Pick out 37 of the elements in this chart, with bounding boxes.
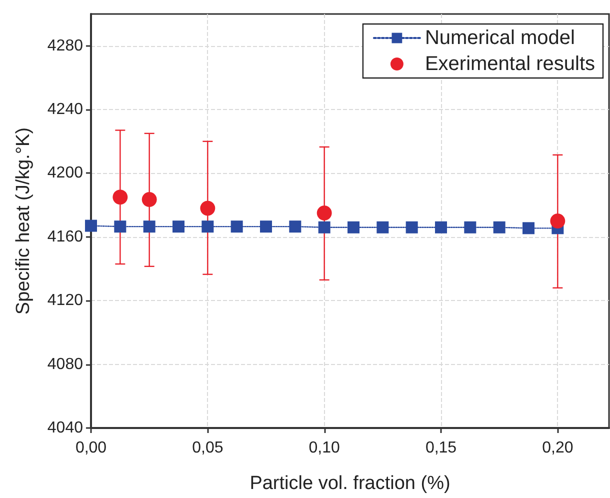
point [318, 221, 330, 234]
y-tick-label: 4160 [47, 228, 84, 246]
point [260, 220, 272, 233]
point [289, 220, 302, 233]
point [142, 192, 157, 207]
y-axis-title: Specific heat (J/kg.°K) [13, 127, 34, 315]
x-tick-label: 0,10 [308, 440, 340, 456]
point [376, 221, 389, 234]
point [200, 200, 216, 216]
y-tick-label: 4080 [47, 356, 84, 373]
point [435, 221, 447, 234]
x-tick-label: 0,20 [542, 440, 574, 456]
point [230, 220, 243, 233]
point [172, 220, 184, 233]
point [85, 220, 97, 232]
point [112, 190, 128, 205]
point [493, 221, 506, 234]
point [114, 220, 126, 233]
y-tick-label: 4120 [47, 292, 84, 310]
point [348, 221, 360, 234]
point [143, 220, 156, 233]
legend-label: Numerical model [424, 27, 576, 49]
y-tick-label: 4040 [47, 420, 84, 436]
y-tick-label: 4240 [47, 101, 84, 118]
legend-label: Exerimental results [424, 53, 596, 75]
point [316, 206, 332, 221]
x-tick-label: 0,00 [75, 440, 107, 456]
point [522, 222, 534, 234]
point [406, 221, 418, 234]
x-tick-label: 0,05 [192, 440, 224, 456]
x-axis-title: Particle vol. fraction (%) [250, 473, 450, 494]
x-tick-label: 0,15 [425, 440, 457, 456]
y-tick-label: 4200 [47, 164, 84, 182]
point [202, 220, 214, 233]
y-tick-label: 4280 [47, 37, 84, 54]
point [550, 214, 566, 228]
point [464, 221, 476, 234]
